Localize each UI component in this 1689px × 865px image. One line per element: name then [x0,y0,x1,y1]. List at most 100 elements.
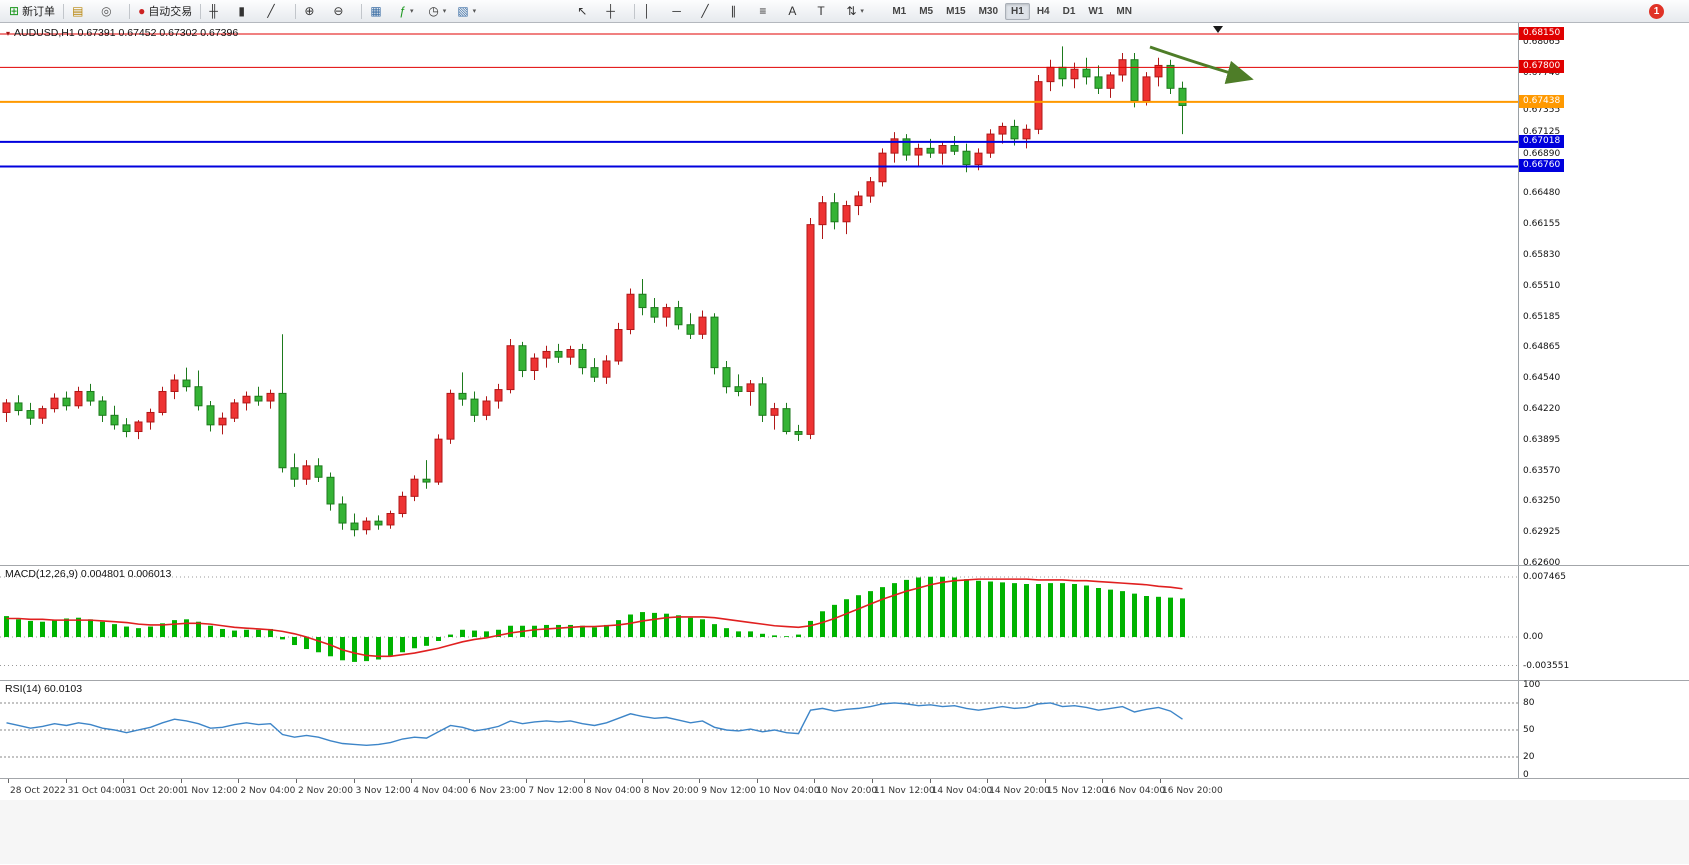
panel-resize-handle[interactable] [0,778,1689,779]
time-label: 1 Nov 12:00 [182,786,238,796]
timeframe-h4-button[interactable]: H4 [1036,5,1050,17]
time-label: 15 Nov 12:00 [1046,786,1108,796]
auto-trading-button-label: 自动交易 [148,6,193,18]
auto-trading-button[interactable]: ● 自动交易 [134,1,196,22]
indicators-button[interactable]: ƒ ▾ [395,1,423,22]
candle [1070,68,1079,80]
candle [830,202,839,223]
time-label: 2 Nov 20:00 [298,786,353,796]
timeframe-d1-button[interactable]: D1 [1062,5,1076,17]
candle [566,349,575,358]
time-label: 14 Nov 20:00 [989,786,1050,796]
time-tick [814,779,816,783]
candle [110,414,119,426]
market-watch-button[interactable]: ◎ [97,1,125,22]
toolbar-separator [361,3,363,19]
candle [2,402,11,413]
time-tick [123,779,125,783]
candle [278,392,287,469]
fibonacci-button[interactable]: ≡ [755,1,783,22]
timeframe-h1-button[interactable]: H1 [1005,2,1030,20]
cursor-button[interactable]: ↖ [573,1,601,22]
candle [626,293,635,331]
chart-symbol-icon: ▾ [6,28,11,38]
arrows-button[interactable]: ⇅ ▾ [842,1,870,22]
price-scale[interactable]: 0.680650.677400.673550.671250.668900.664… [1518,23,1689,568]
timeframe-m15-button[interactable]: M15 [946,5,966,17]
toolbar-separator [295,3,297,19]
templates-button[interactable]: ▧ ▾ [453,1,481,22]
time-tick [641,779,643,783]
cursor-icon: ↖ [577,4,588,18]
candle [686,324,695,335]
candle [206,405,215,426]
time-label: 9 Nov 12:00 [701,786,757,796]
charts-profile-button[interactable]: ▤ [68,1,96,22]
tile-windows-button[interactable]: ▦ [366,1,394,22]
plus-window-icon: ⊞ [9,4,20,18]
macd-scale[interactable]: 0.007465 0.00 -0.003551 [1518,566,1689,680]
time-tick [929,779,931,783]
candle [62,397,71,407]
toolbar-separator [634,3,636,19]
zoom-in-button[interactable]: ⊕ [300,1,328,22]
zoom-out-button[interactable]: ⊖ [329,1,357,22]
indicators-icon: ƒ [399,4,406,18]
time-label: 6 Nov 23:00 [470,786,526,796]
rsi-scale-label: 0 [1523,770,1529,781]
window-bottom-area [0,800,1689,864]
main-chart-plot[interactable] [0,23,1518,565]
time-label: 28 Oct 2022 [10,786,66,796]
toolbar-separator [129,3,131,19]
toolbar-separator [63,3,65,19]
price-tick-label: 0.65510 [1523,280,1561,291]
periods-button[interactable]: ◷ ▾ [424,1,452,22]
candle [98,400,107,416]
candle [182,379,191,388]
timeframe-m1-button[interactable]: M1 [892,5,907,17]
text-button[interactable]: A [784,1,812,22]
channel-button[interactable]: ∥ [726,1,754,22]
ohlc-bars-icon: ╫ [209,4,218,18]
candle [1178,87,1187,106]
panel-resize-handle[interactable] [0,565,1689,566]
candle [998,125,1007,135]
crosshair-button[interactable]: ┼ [602,1,630,22]
timeframe-w1-button[interactable]: W1 [1088,5,1104,17]
notification-badge[interactable]: 1 [1649,3,1664,19]
candle [602,360,611,378]
price-tick-label: 0.66155 [1523,219,1561,230]
time-label: 10 Nov 20:00 [816,786,878,796]
line-chart-button[interactable]: ╱ [263,1,291,22]
rsi-scale[interactable]: 100 80 50 20 0 [1518,680,1689,781]
macd-panel: 0.007465 0.00 -0.003551 MACD(12,26,9) 0.00… [0,566,1689,680]
timeframe-m30-button[interactable]: M30 [978,5,999,17]
panel-resize-handle[interactable] [0,680,1689,681]
candle [794,431,803,435]
clock-icon: ◷ [428,4,439,18]
zoom-out-icon: ⊖ [333,4,344,18]
rsi-line [6,702,1183,747]
candle [134,421,143,433]
timeframe-m5-button[interactable]: M5 [919,5,934,17]
candle [302,465,311,480]
bar-chart-button[interactable]: ╫ [205,1,233,22]
candle [458,392,467,400]
horizontal-line-button[interactable]: ─ [668,1,696,22]
new-order-button[interactable]: ⊞ 新订单 [5,1,59,22]
candle [926,147,935,154]
macd-plot[interactable] [0,566,1518,680]
timeframe-mn-button[interactable]: MN [1116,5,1132,17]
price-chart-panel: 0.680650.677400.673550.671250.668900.664… [0,23,1689,568]
price-tick-label: 0.64865 [1523,342,1561,353]
time-axis[interactable]: 28 Oct 2022 31 Oct 04:00 31 Oct 20:00 1 Nov… [0,779,1689,800]
candle-chart-button[interactable]: ▮ [234,1,262,22]
rsi-panel: 100 80 50 20 0 RSI(14) 60.0103 [0,680,1689,781]
time-tick [584,779,585,783]
label-button[interactable]: T [813,1,841,22]
vertical-line-button[interactable]: │ [639,1,667,22]
trendline-button[interactable]: ╱ [697,1,725,22]
rsi-plot[interactable] [0,681,1518,778]
price-tag-0.67438: 0.67438 [1519,94,1565,108]
